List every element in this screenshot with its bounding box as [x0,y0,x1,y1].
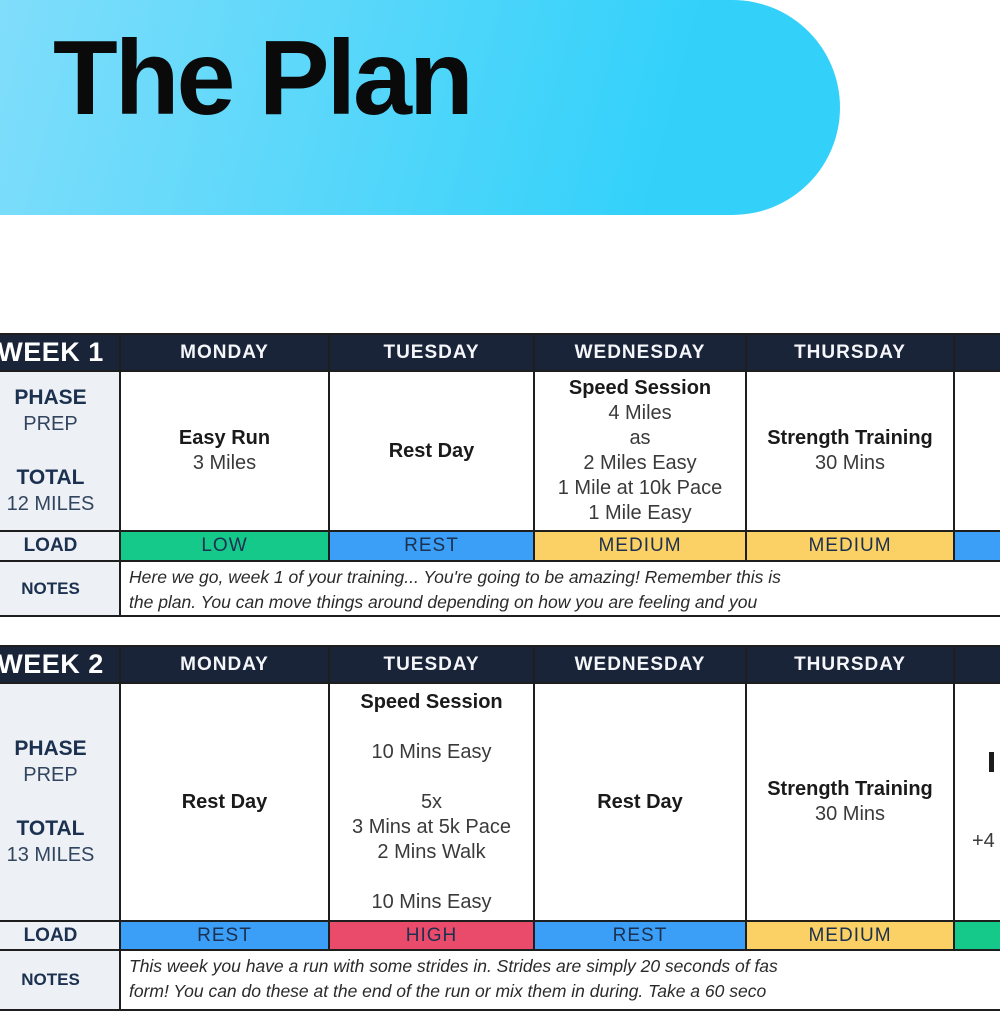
load-cell-wednesday: REST [535,922,747,951]
phase-label: PHASE [14,737,87,760]
load-cell-tuesday: REST [330,532,535,562]
day-header-thursday: THURSDAY [747,335,955,372]
workout-line: 2 Mins Walk [377,840,486,863]
day-header-partial [955,335,1000,372]
workout-line: 5x [420,790,443,813]
day-header-partial [955,647,1000,684]
workout-line: 1 Mile at 10k Pace [557,477,723,499]
workout-cell-wednesday: Rest Day [535,684,747,922]
load-cell-tuesday: HIGH [330,922,535,951]
total-label: TOTAL [16,466,85,489]
workout-cell-monday: Easy Run 3 Miles [121,372,330,532]
total-value: 13 MILES [6,844,95,866]
day-header-thursday: THURSDAY [747,647,955,684]
workout-line: 30 Mins [814,452,886,474]
week-1-label-cell: WEEK 1 [0,335,121,372]
notes-line-1: This week you have a run with some strid… [129,956,778,976]
day-header-wednesday: WEDNESDAY [535,335,747,372]
load-cell-thursday: MEDIUM [747,532,955,562]
total-value: 12 MILES [6,493,95,515]
notes-line-1: Here we go, week 1 of your training... Y… [129,567,781,587]
week-label: WEEK 1 [0,337,104,367]
phase-label: PHASE [14,386,87,409]
workout-cell-thursday: Strength Training 30 Mins [747,372,955,532]
workout-line: 3 Miles [192,452,257,474]
workout-line: 3 Mins at 5k Pace [352,815,511,838]
load-cell-monday: LOW [121,532,330,562]
workout-cell-thursday: Strength Training 30 Mins [747,684,955,922]
workout-title: Rest Day [597,790,683,813]
page-title: The Plan [53,19,474,137]
day-header-monday: MONDAY [121,335,330,372]
load-label-cell: LOAD [0,532,121,562]
workout-line: 30 Mins [814,803,886,825]
workout-cell-partial [955,372,1000,532]
day-header-wednesday: WEDNESDAY [535,647,747,684]
week-label: WEEK 2 [0,649,104,679]
text-fragment-bar [989,750,994,779]
workout-title: Rest Day [181,790,268,813]
load-cell-monday: REST [121,922,330,951]
workout-line: 10 Mins Easy [371,740,492,763]
day-header-tuesday: TUESDAY [330,647,535,684]
notes-label-cell: NOTES [0,951,121,1011]
day-header-monday: MONDAY [121,647,330,684]
workout-cell-monday: Rest Day [121,684,330,922]
week-2-table: WEEK 2 MONDAY TUESDAY WEDNESDAY THURSDAY… [0,645,1000,1011]
workout-line: 4 Miles [608,402,672,424]
workout-cell-partial: +4 [955,684,1000,922]
notes-line-2: form! You can do these at the end of the… [129,981,767,1001]
workout-line: 1 Mile Easy [588,502,692,524]
phase-value: PREP [23,764,78,786]
notes-cell: This week you have a run with some strid… [121,951,1000,1011]
week-2-label-cell: WEEK 2 [0,647,121,684]
workout-title: Strength Training [767,427,933,449]
phase-total-cell: PHASE PREP TOTAL 12 MILES [0,372,121,532]
workout-line: +4 [972,830,995,852]
workout-title: Strength Training [767,778,933,800]
load-cell-partial [955,922,1000,951]
load-label-cell: LOAD [0,922,121,951]
notes-cell: Here we go, week 1 of your training... Y… [121,562,1000,617]
workout-title: Easy Run [178,427,271,449]
day-header-tuesday: TUESDAY [330,335,535,372]
phase-value: PREP [23,413,78,435]
workout-title: Speed Session [568,377,712,399]
phase-total-cell: PHASE PREP TOTAL 13 MILES [0,684,121,922]
title-banner: The Plan [0,0,840,215]
workout-title: Speed Session [360,690,503,713]
workout-line: 2 Miles Easy [583,452,697,474]
workout-cell-tuesday: Speed Session 10 Mins Easy 5x 3 Mins at … [330,684,535,922]
workout-cell-wednesday: Speed Session 4 Miles as 2 Miles Easy 1 … [535,372,747,532]
load-cell-partial [955,532,1000,562]
workout-line: 10 Mins Easy [371,890,492,913]
workout-cell-tuesday: Rest Day [330,372,535,532]
workout-title: Rest Day [388,439,475,462]
total-label: TOTAL [16,817,85,840]
load-cell-wednesday: MEDIUM [535,532,747,562]
notes-label-cell: NOTES [0,562,121,617]
notes-line-2: the plan. You can move things around dep… [129,592,758,612]
load-cell-thursday: MEDIUM [747,922,955,951]
workout-line: as [629,427,651,449]
week-1-table: WEEK 1 MONDAY TUESDAY WEDNESDAY THURSDAY… [0,333,1000,617]
